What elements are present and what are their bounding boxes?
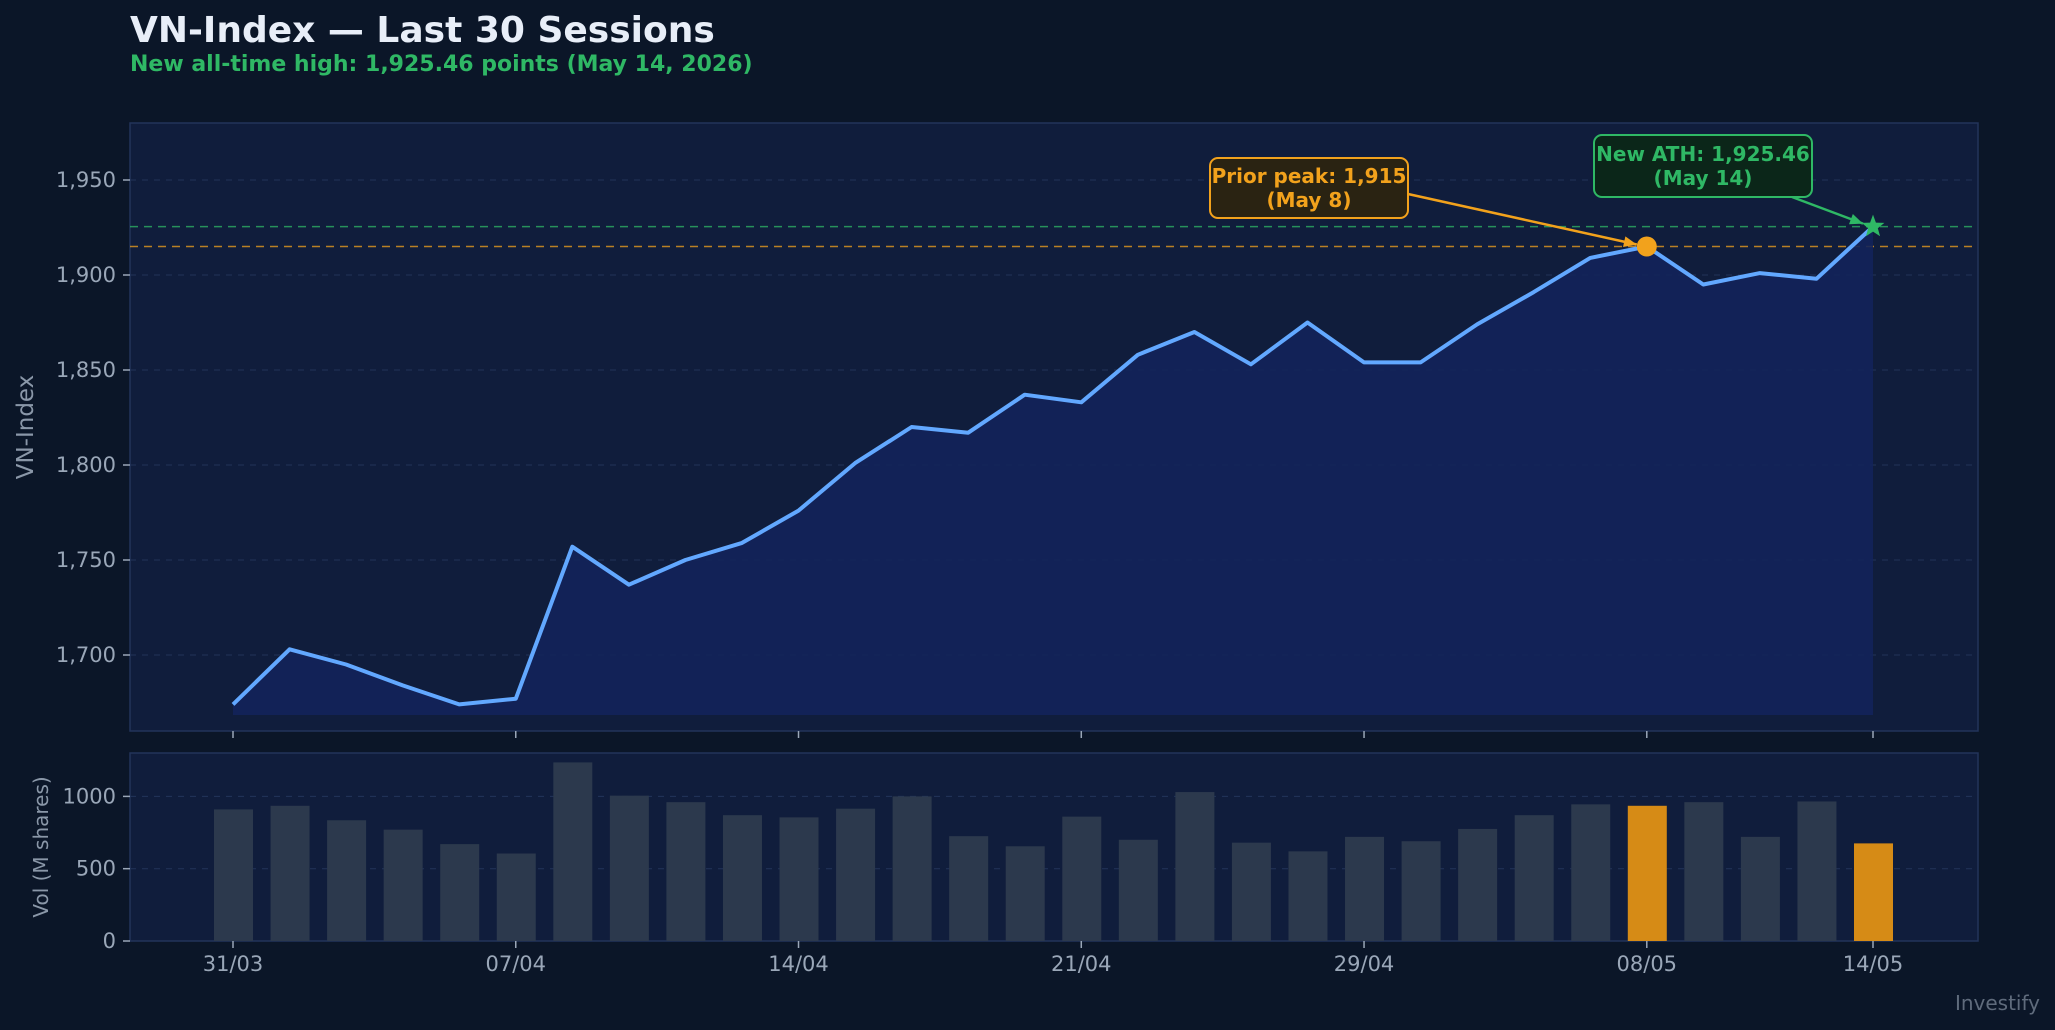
volume-bar xyxy=(1740,836,1780,941)
volume-bar xyxy=(1684,802,1724,941)
x-tick-label: 21/04 xyxy=(1051,952,1112,976)
annotation-text: (May 14) xyxy=(1654,166,1753,190)
volume-bar xyxy=(1345,836,1385,941)
volume-bar xyxy=(1118,839,1158,941)
price-y-tick-label: 1,800 xyxy=(56,453,116,477)
chart-title: VN-Index — Last 30 Sessions xyxy=(130,10,715,51)
x-tick-label: 14/04 xyxy=(768,952,829,976)
price-line xyxy=(231,225,1875,707)
volume-bar xyxy=(1797,801,1837,941)
chart-subtitle: New all-time high: 1,925.46 points (May … xyxy=(130,52,753,77)
price-y-axis-label: VN-Index xyxy=(13,375,39,480)
volume-bar xyxy=(270,805,310,941)
x-tick-label: 29/04 xyxy=(1334,952,1395,976)
volume-bar-highlight xyxy=(1627,805,1667,941)
volume-bar xyxy=(949,836,989,941)
price-x-ticks xyxy=(232,731,1874,738)
volume-y-tick-label: 0 xyxy=(103,929,116,953)
volume-bar xyxy=(214,809,253,941)
volume-bar xyxy=(496,853,536,941)
volume-bar xyxy=(722,815,762,941)
volume-bar xyxy=(327,820,367,941)
volume-bar xyxy=(1005,846,1045,941)
volume-bar xyxy=(609,795,649,941)
volume-bar xyxy=(1062,816,1102,941)
price-y-tick-label: 1,700 xyxy=(56,643,116,667)
volume-bar xyxy=(1401,841,1441,941)
x-tick-label: 08/05 xyxy=(1617,952,1678,976)
volume-bar xyxy=(1288,851,1328,941)
x-tick-label: 31/03 xyxy=(203,952,264,976)
volume-bar xyxy=(383,829,423,941)
annotation-text: New ATH: 1,925.46 xyxy=(1596,142,1810,166)
annotation-box xyxy=(1593,134,1813,198)
annotation-text: Prior peak: 1,915 xyxy=(1212,164,1407,188)
price-y-tick-label: 1,750 xyxy=(56,548,116,572)
watermark: Investify xyxy=(1955,991,2040,1015)
price-area-fill xyxy=(233,226,1873,715)
annotation-box xyxy=(1209,157,1409,219)
volume-bar xyxy=(553,762,593,941)
x-tick-label: 07/04 xyxy=(485,952,546,976)
price-y-tick-label: 1,850 xyxy=(56,358,116,382)
annotations: Prior peak: 1,915(May 8) New ATH: 1,925.4… xyxy=(1209,134,1885,257)
volume-bar xyxy=(779,817,819,941)
volume-bar xyxy=(836,808,876,941)
annotation-arrowhead xyxy=(1623,236,1637,248)
ath-star-marker xyxy=(1861,214,1885,237)
volume-bar xyxy=(1458,828,1498,941)
annotation-text: (May 8) xyxy=(1267,188,1352,212)
reference-lines xyxy=(130,225,1978,248)
volume-gridlines xyxy=(130,795,1978,870)
volume-y-axis-label: Vol (M shares) xyxy=(29,776,53,917)
price-y-tick-label: 1,950 xyxy=(56,168,116,192)
x-tick-label: 14/05 xyxy=(1843,952,1904,976)
annotation-arrow xyxy=(1407,192,1638,246)
annotation-arrowhead xyxy=(1849,213,1863,225)
volume-bar xyxy=(892,796,932,941)
prior-peak-marker xyxy=(1636,236,1657,257)
price-y-ticks: 1,700 1,750 1,800 1,850 1,900 1,950 xyxy=(56,168,130,667)
volume-bars xyxy=(214,762,1893,941)
x-axis-ticks: 31/03 07/04 14/04 21/04 29/04 08/05 14/05 xyxy=(203,941,1904,976)
price-y-tick-label: 1,900 xyxy=(56,263,116,287)
volume-bar xyxy=(1175,792,1215,941)
volume-plot-area xyxy=(129,752,1979,942)
volume-y-ticks: 0 500 1000 xyxy=(63,784,130,953)
volume-bar xyxy=(666,802,706,941)
volume-bar xyxy=(1514,815,1554,941)
volume-y-tick-label: 1000 xyxy=(63,784,116,808)
volume-y-tick-label: 500 xyxy=(76,857,116,881)
volume-bar-highlight xyxy=(1854,843,1893,941)
volume-bar xyxy=(440,844,480,941)
volume-panel: 0 500 1000 31/03 07/04 14/04 21/04 29/04 08/05 1… xyxy=(29,752,1979,976)
volume-bar xyxy=(1571,804,1611,941)
volume-bar xyxy=(1231,842,1271,941)
